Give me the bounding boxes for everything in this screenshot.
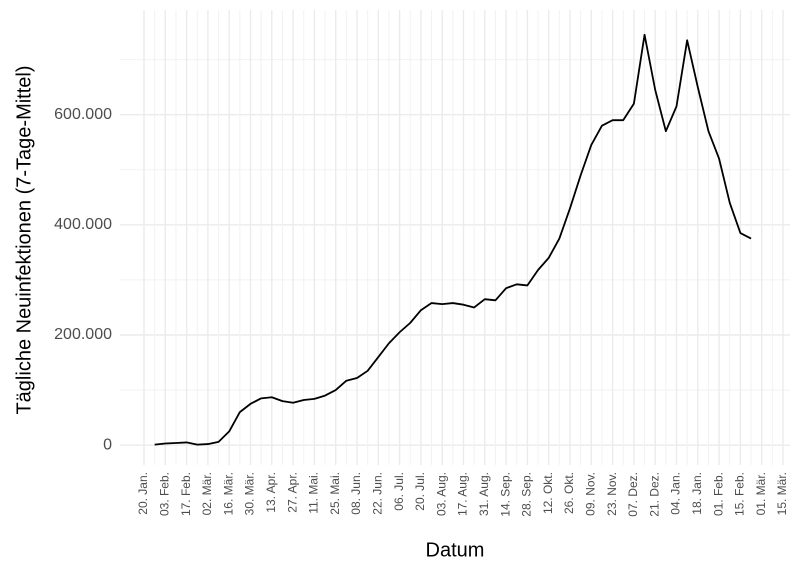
x-tick-label: 16. Mär. [221, 472, 235, 515]
x-tick-label: 12. Okt. [541, 472, 555, 514]
x-tick-label: 06. Jul. [392, 472, 406, 511]
y-axis-title: Tägliche Neuinfektionen (7-Tage-Mittel) [13, 65, 35, 414]
x-tick-label: 15. Mär. [775, 472, 789, 515]
x-tick-label: 13. Apr. [264, 472, 278, 513]
y-tick-label: 400.000 [54, 216, 112, 233]
data-line [154, 33, 752, 446]
x-tick-label: 25. Mai. [328, 472, 342, 515]
x-tick-label: 04. Jan. [669, 472, 683, 515]
x-tick-label: 01. Mär. [754, 472, 768, 515]
y-tick-label: 200.000 [54, 326, 112, 343]
x-tick-label: 22. Jun. [370, 472, 384, 515]
x-tick-label: 21. Dez. [647, 472, 661, 517]
x-tick-label: 09. Nov. [583, 472, 597, 516]
x-tick-label: 03. Aug. [434, 472, 448, 516]
x-tick-label: 26. Okt. [562, 472, 576, 514]
x-tick-label: 27. Apr. [285, 472, 299, 513]
x-tick-label: 28. Sep. [520, 472, 534, 517]
x-tick-label: 02. Mär. [200, 472, 214, 515]
x-tick-label: 30. Mär. [243, 472, 257, 515]
x-tick-label: 17. Aug. [456, 472, 470, 516]
x-tick-label: 17. Feb. [179, 472, 193, 516]
x-tick-label: 14. Sep. [498, 472, 512, 517]
y-tick-label: 0 [103, 436, 112, 453]
x-tick-label: 11. Mai. [307, 472, 321, 514]
x-tick-label: 23. Nov. [605, 472, 619, 516]
y-tick-label: 600.000 [54, 106, 112, 123]
x-tick-label: 20. Jul. [413, 472, 427, 511]
x-axis-title: Datum [426, 539, 485, 561]
x-tick-label: 01. Feb. [711, 472, 725, 516]
x-tick-label: 07. Dez. [626, 472, 640, 517]
x-tick-label: 15. Feb. [733, 472, 747, 516]
x-tick-label: 31. Aug. [477, 472, 491, 516]
x-tick-label: 08. Jun. [349, 472, 363, 515]
x-tick-label: 18. Jan. [690, 472, 704, 515]
x-tick-label: 20. Jan. [136, 472, 150, 515]
x-tick-label: 03. Feb. [157, 472, 171, 516]
